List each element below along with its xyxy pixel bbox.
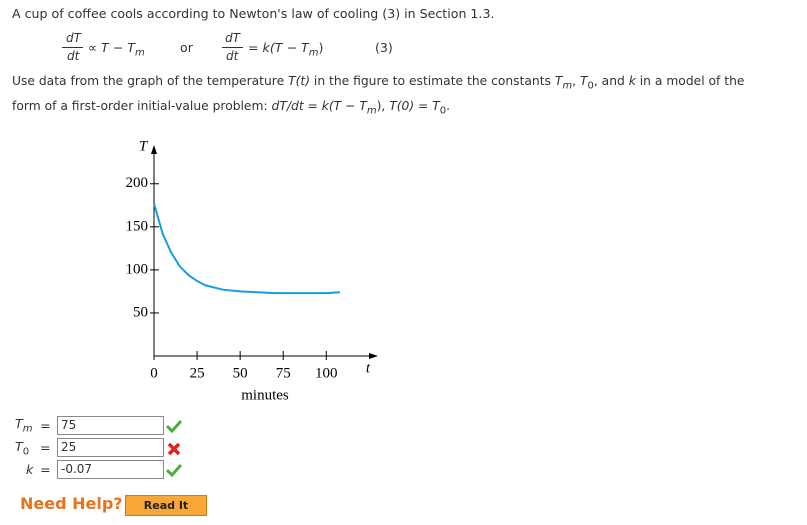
x-axis-label: minutes (241, 387, 289, 403)
text: k (628, 74, 636, 88)
answer-label: Tm (15, 416, 32, 435)
read-it-button[interactable]: Read It (125, 495, 207, 516)
y-tick-label: 50 (133, 304, 148, 320)
x-tick-label: 100 (315, 365, 338, 381)
y-tick-label: 200 (126, 175, 149, 191)
correct-icon (166, 463, 182, 477)
text: in the figure to estimate the constants (310, 74, 555, 88)
text: , (572, 74, 580, 88)
y-tick-label: 150 (126, 218, 149, 234)
subscript: 0 (22, 446, 30, 458)
symbol: T (15, 439, 23, 454)
equals: = (40, 418, 51, 433)
equals: = (40, 440, 51, 455)
subscript: m (366, 105, 377, 117)
paragraph-line: Use data from the graph of the temperatu… (12, 74, 744, 91)
or: or (180, 40, 193, 55)
text: dT/dt = k(T − T (271, 99, 367, 113)
frac-bar (62, 47, 83, 48)
frac-den: dt (226, 49, 239, 63)
help-title: Need Help? (20, 494, 123, 513)
subscript: 0 (439, 105, 447, 117)
expr: = k(T − T (248, 40, 309, 55)
text: Use data from the graph of the temperatu… (12, 74, 289, 88)
x-tick-label: 0 (150, 365, 158, 381)
symbol: T (15, 416, 23, 431)
answer-input[interactable]: -0.07 (57, 460, 164, 479)
correct-icon (166, 419, 182, 433)
text: T (579, 74, 588, 88)
x-tick-label: 50 (233, 365, 248, 381)
x-axis-arrow (369, 353, 378, 359)
answer-label: k (26, 462, 34, 477)
subscript: m (308, 47, 319, 59)
answer-input[interactable]: 25 (57, 438, 164, 457)
answer-label: T0 (15, 439, 29, 458)
expr: ) (318, 40, 324, 55)
equation-left: ∝ T − Tm (88, 40, 145, 59)
incorrect-icon (167, 442, 181, 456)
frac-num: dT (225, 31, 240, 45)
paragraph-line: form of a first-order initial-value prob… (12, 99, 450, 116)
answer-input[interactable]: 75 (57, 416, 164, 435)
equation-number: (3) (375, 40, 393, 55)
subscript: m (562, 80, 573, 92)
text: ), (376, 99, 390, 113)
expr: ∝ T − T (88, 40, 135, 55)
text: T (554, 74, 563, 88)
intro: A cup of coffee cools according to Newto… (12, 6, 495, 21)
text: in a model of the (635, 74, 745, 88)
equation-right: = k(T − Tm) (248, 40, 323, 59)
subscript: m (134, 47, 145, 59)
y-tick-label: 100 (126, 261, 149, 277)
frac-bar (222, 47, 243, 48)
text: . (446, 99, 451, 113)
y-axis-label: T (139, 138, 149, 154)
text: , and (593, 74, 629, 88)
x-tick-label: 75 (276, 365, 291, 381)
text: form of a first-order initial-value prob… (12, 99, 272, 113)
y-axis-arrow (151, 145, 157, 154)
x-axis-symbol: t (366, 360, 371, 376)
equals: = (40, 462, 51, 477)
text: T(0) = T (389, 99, 440, 113)
subscript: m (22, 423, 33, 435)
frac-num: dT (66, 31, 81, 45)
subscript: 0 (587, 80, 594, 92)
temperature-curve (153, 203, 341, 295)
text: T(t) (288, 74, 310, 88)
frac-den: dt (67, 49, 80, 63)
x-tick-label: 25 (190, 365, 205, 381)
